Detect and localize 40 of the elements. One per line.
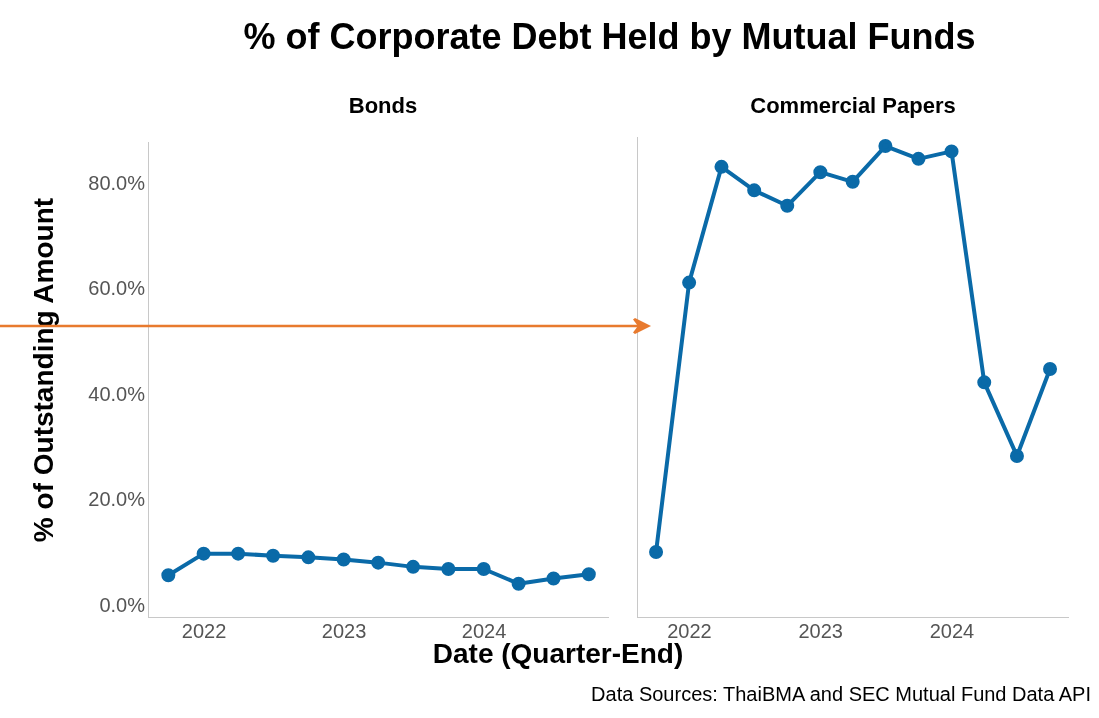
point (878, 139, 893, 154)
x-tick-label: 2023 (798, 619, 843, 642)
point (1009, 448, 1024, 463)
point (911, 151, 926, 166)
point (944, 144, 959, 159)
point (546, 571, 561, 586)
point (682, 275, 697, 290)
chart-title: % of Corporate Debt Held by Mutual Funds (242, 16, 977, 58)
point (977, 375, 992, 390)
point (476, 561, 491, 576)
point (336, 552, 351, 567)
point (1043, 362, 1058, 376)
point (161, 568, 176, 583)
point (747, 183, 762, 198)
point (371, 555, 386, 570)
point (511, 576, 526, 591)
point (231, 546, 246, 561)
text: Data Sources: ThaiBMA and SEC Mutual Fund Data API (591, 683, 1091, 706)
point (301, 550, 316, 565)
point (441, 561, 456, 576)
point (649, 544, 664, 559)
x-tick-label: 2022 (181, 619, 227, 642)
point (196, 546, 211, 561)
y-tick-label: 80.0% (88, 171, 146, 194)
x-tick-label: 2024 (929, 619, 975, 642)
point (780, 198, 795, 213)
y-tick-label: 60.0% (88, 277, 146, 300)
y-tick-label: 20.0% (88, 488, 146, 511)
point (581, 567, 596, 582)
point (714, 159, 729, 174)
point (845, 174, 860, 189)
chart-title: Commercial Papers (749, 93, 957, 120)
point (406, 559, 421, 574)
x-tick-label: 2023 (321, 619, 367, 642)
y-tick-label: 0.0% (99, 593, 146, 616)
y-axis-title: % of Outstanding Amount (28, 197, 60, 543)
chart-subtitle: Bonds (347, 93, 419, 120)
y-tick-label: 40.0% (88, 382, 146, 405)
point (813, 165, 828, 180)
point (266, 548, 281, 563)
